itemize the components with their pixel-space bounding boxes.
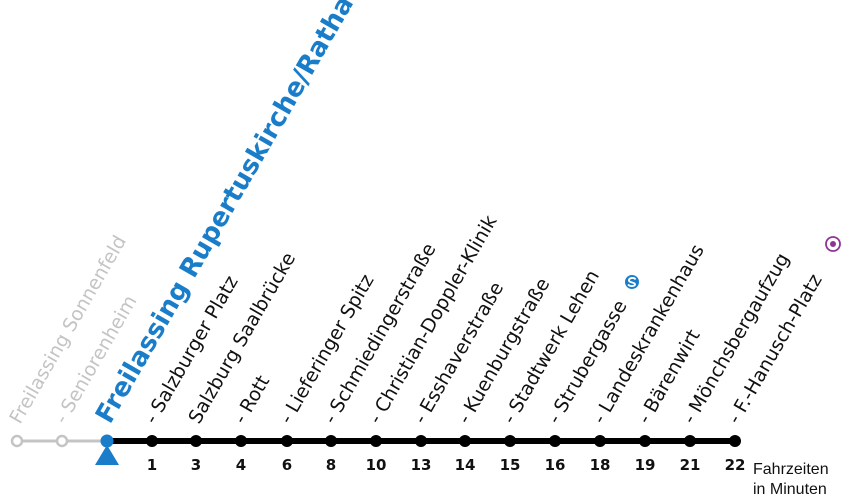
- travel-time: 13: [411, 456, 432, 474]
- stop-icons: [625, 236, 841, 289]
- stop-node: [549, 435, 561, 447]
- stop-node: [459, 435, 471, 447]
- stop-node: [594, 435, 606, 447]
- travel-time: 22: [725, 456, 746, 474]
- travel-time: 18: [590, 456, 611, 474]
- travel-time: 10: [366, 456, 387, 474]
- stop-labels: Freilassing Sonnenfeld- SeniorenheimFrei…: [5, 0, 826, 429]
- stop-node: [370, 435, 382, 447]
- stop-node-past: [10, 434, 24, 448]
- travel-time: 8: [326, 456, 336, 474]
- travel-time: 1: [147, 456, 157, 474]
- stop-node: [504, 435, 516, 447]
- travel-time-labels: 1 3 4 6 8 10 13 14 15 16 18 19 21 22: [147, 456, 746, 474]
- stop-node: [415, 435, 427, 447]
- travel-time: 4: [236, 456, 246, 474]
- stop-nodes: [10, 434, 741, 448]
- stop-node: [684, 435, 696, 447]
- travel-time: 16: [545, 456, 566, 474]
- stop-node: [190, 435, 202, 447]
- legend-line-2: in Minuten: [753, 481, 827, 498]
- stop-node: [235, 435, 247, 447]
- stop-node: [729, 435, 741, 447]
- s-bahn-icon: [625, 275, 639, 289]
- stop-node: [325, 435, 337, 447]
- travel-time: 6: [282, 456, 292, 474]
- triangle-up-icon: [95, 445, 119, 465]
- travel-time: 21: [680, 456, 701, 474]
- legend: Fahrzeiten in Minuten: [753, 461, 829, 498]
- travel-time: 3: [191, 456, 201, 474]
- stop-node-past: [55, 434, 69, 448]
- travel-time: 14: [455, 456, 476, 474]
- stop-label: - Rott: [229, 372, 274, 428]
- travel-time: 15: [500, 456, 521, 474]
- stop-node: [639, 435, 651, 447]
- stop-node: [281, 435, 293, 447]
- stop-node-current: [100, 434, 114, 448]
- stop-node: [146, 435, 158, 447]
- interchange-icon: [825, 236, 841, 252]
- travel-time: 19: [635, 456, 656, 474]
- current-stop-marker: [95, 445, 119, 465]
- legend-line-1: Fahrzeiten: [753, 461, 829, 478]
